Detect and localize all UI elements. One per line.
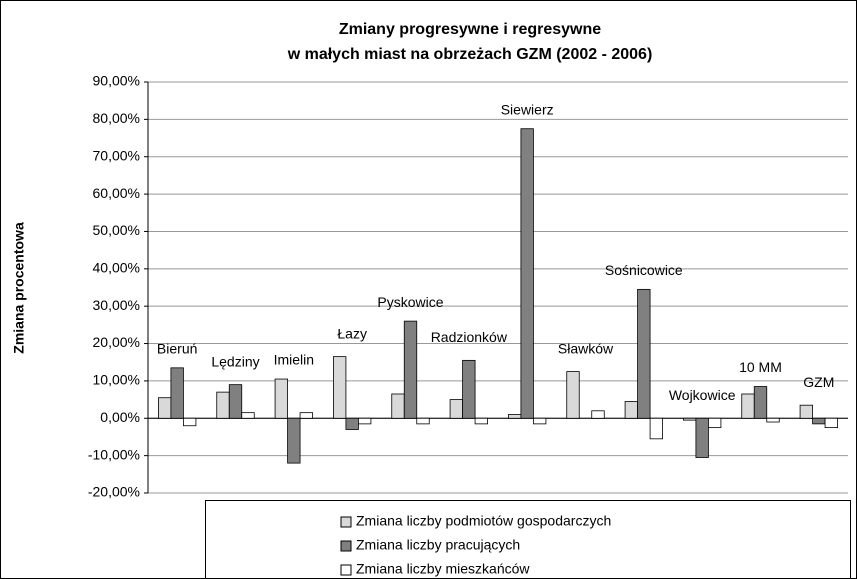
y-axis-title: Zmiana procentowa [11,222,27,354]
bar [170,367,184,419]
category-label: 10 MM [739,359,782,375]
bar [299,412,313,419]
bar [741,393,755,419]
bar [766,417,780,423]
y-tick-label: 20,00% [93,334,140,350]
bar [520,128,534,419]
bar [824,417,838,429]
bar [649,417,663,440]
y-tick-label: -20,00% [88,484,140,500]
bar [449,399,463,419]
legend-swatch [340,540,352,552]
category-label: Pyskowice [377,294,443,310]
bar [416,417,430,425]
bar [683,417,697,421]
category-label: Wojkowice [669,387,736,403]
category-label: Sośnicowice [605,262,683,278]
bar [637,288,651,419]
bar [391,393,405,419]
bar [533,417,547,425]
bar [508,414,522,419]
chart-title: w małych miast na obrzeżach GZM (2002 - … [287,46,653,63]
y-tick-label: 30,00% [93,297,140,313]
bar [403,320,418,419]
y-tick-label: 50,00% [93,222,140,238]
category-label: Siewierz [501,101,554,117]
chart-title: Zmiany progresywne i regresywne [339,21,601,38]
category-label: Imielin [274,352,314,368]
bar [799,404,813,419]
category-label: GZM [803,374,834,390]
legend-swatch [340,516,352,528]
y-tick-label: 70,00% [93,147,140,163]
bar [274,378,288,419]
y-tick-label: 0,00% [100,409,140,425]
bar [183,417,197,427]
y-tick-label: 60,00% [93,185,140,201]
bar [287,417,301,464]
y-tick-label: 10,00% [93,372,140,388]
bar [591,410,605,419]
bar [358,417,372,425]
y-tick-label: 80,00% [93,110,140,126]
category-label: Łazy [337,325,367,341]
bar [708,417,722,429]
category-label: Radzionków [431,329,508,345]
legend-label: Zmiana liczby mieszkańców [356,561,530,577]
category-label: Lędziny [211,353,259,369]
bar [241,412,255,419]
y-tick-label: 40,00% [93,260,140,276]
category-label: Bieruń [157,341,197,357]
legend [205,500,851,579]
bar [228,384,243,419]
bar [753,386,768,419]
bar [345,417,359,430]
bar [333,356,347,419]
legend-label: Zmiana liczby pracujących [356,537,520,553]
bar [216,391,230,419]
legend-swatch [340,564,352,576]
bar [566,371,580,419]
bar [462,359,476,419]
y-tick-label: -10,00% [88,446,140,462]
bar [812,417,826,425]
bar [158,397,172,419]
category-label: Sławków [558,340,614,356]
bar [624,401,638,419]
legend-label: Zmiana liczby podmiotów gospodarczych [356,513,611,529]
y-tick-label: 90,00% [93,73,140,89]
bar [695,417,709,458]
bar [474,417,488,425]
